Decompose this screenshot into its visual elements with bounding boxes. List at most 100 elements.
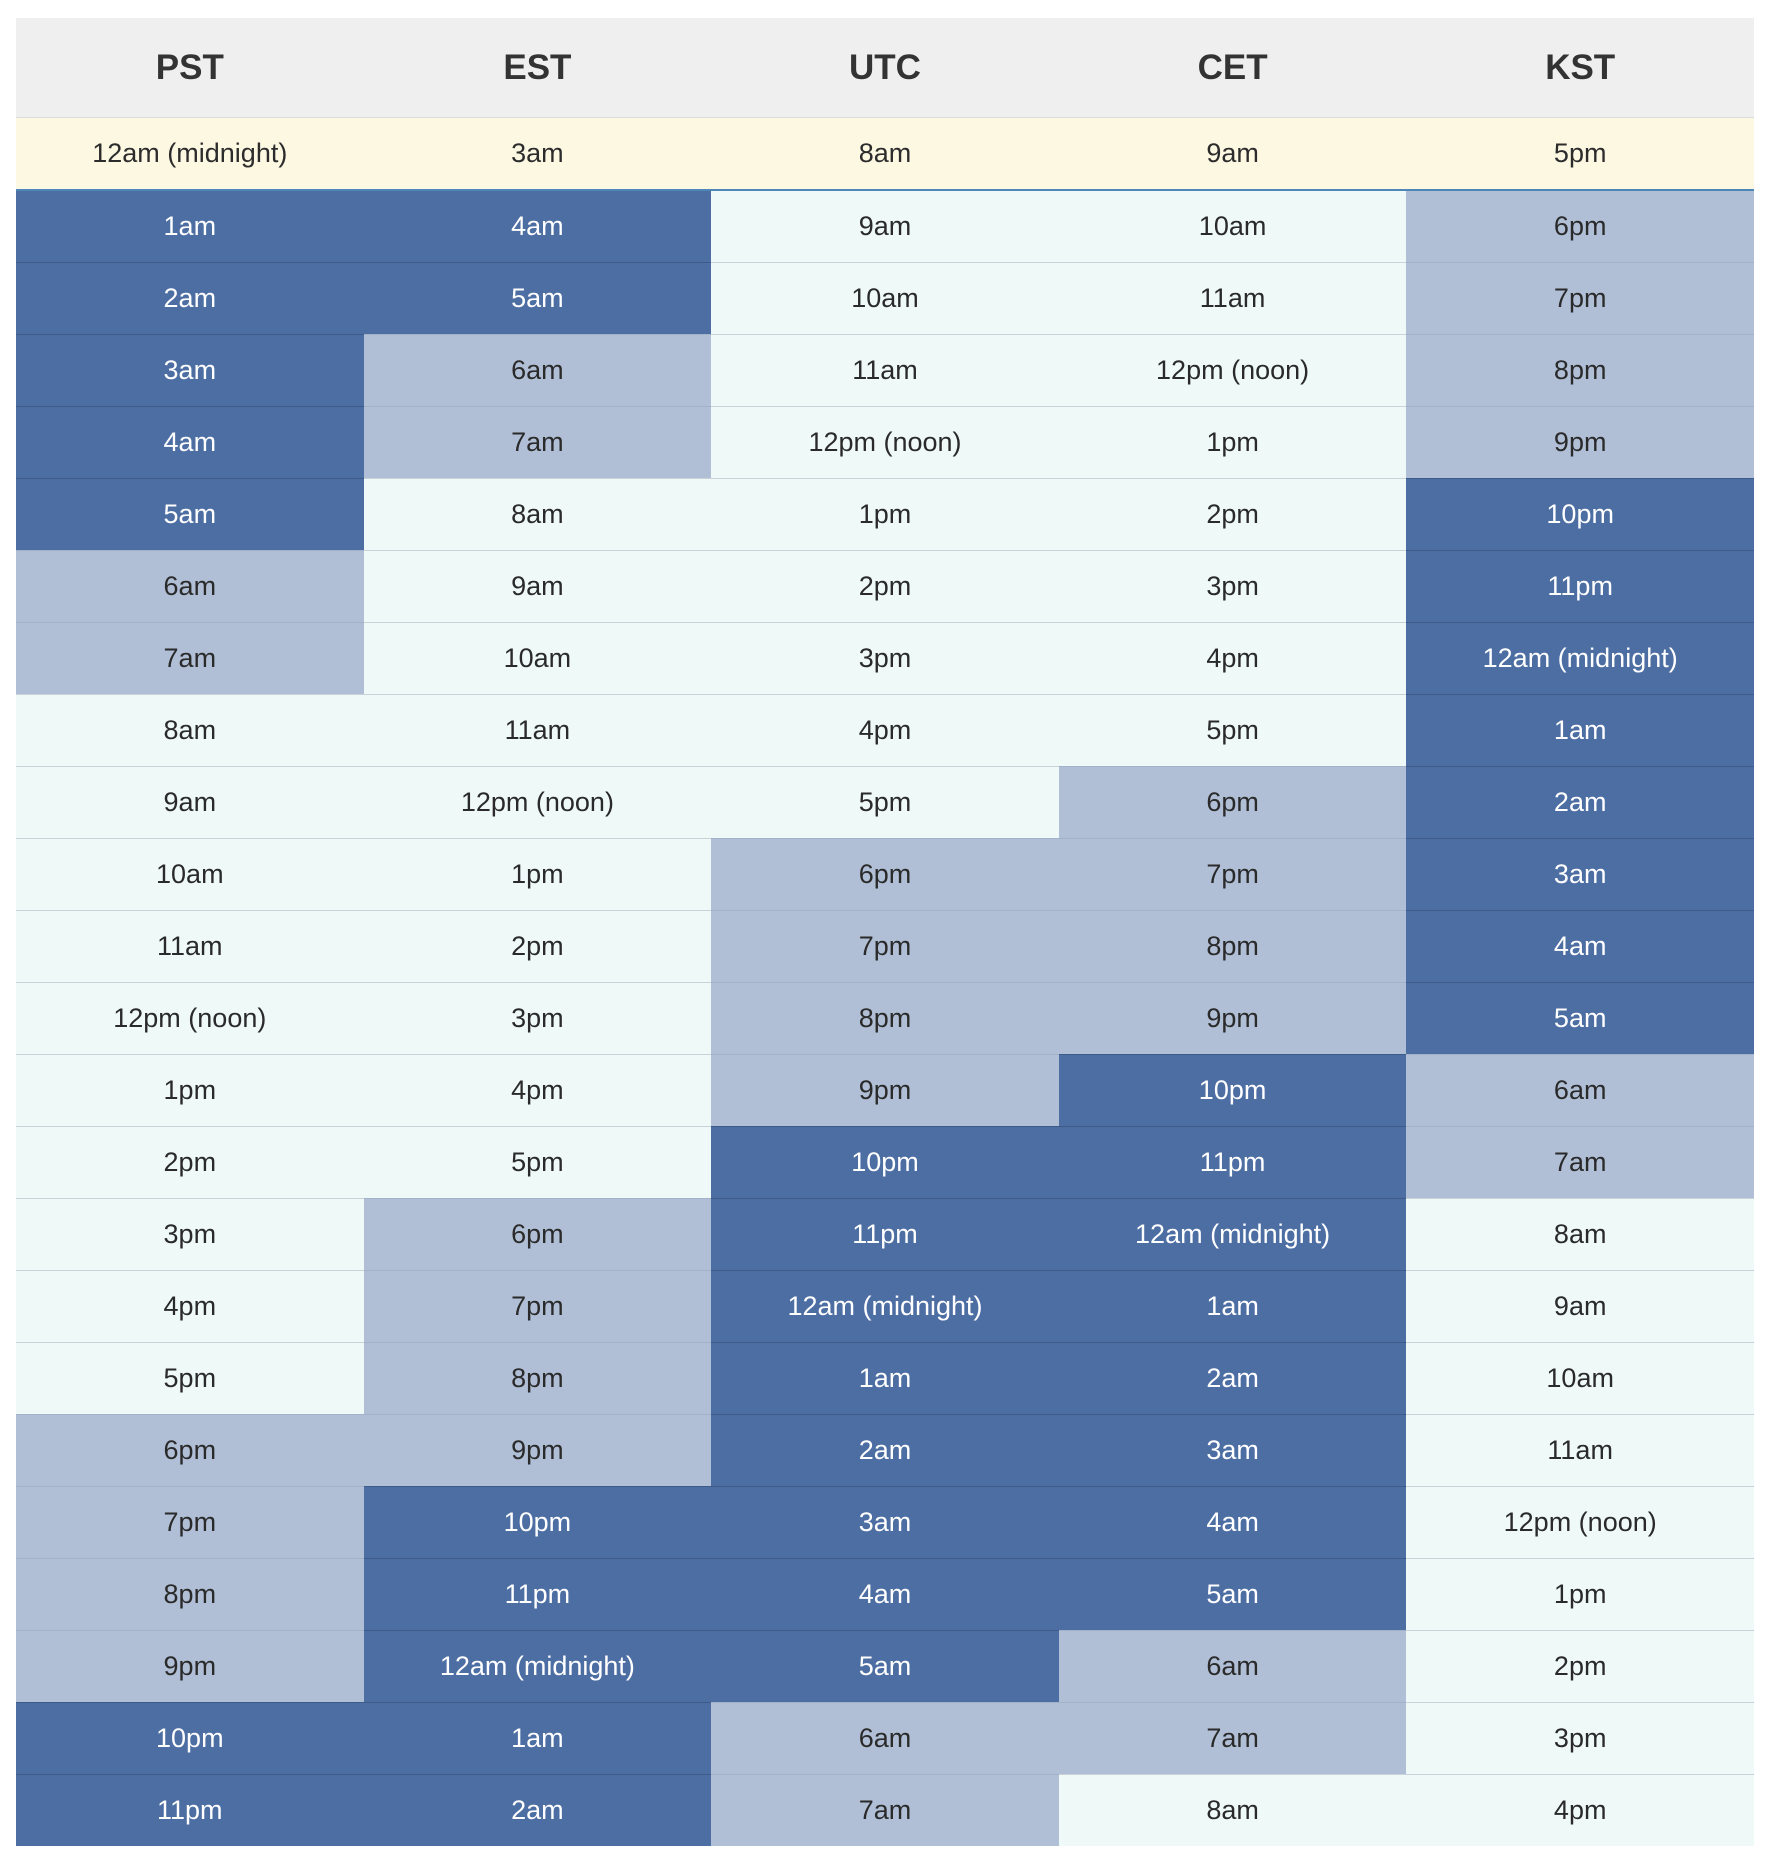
time-cell-cet: 10pm (1058, 1054, 1407, 1127)
time-cell-kst: 10pm (1406, 478, 1754, 551)
time-cell-est: 1am (363, 1702, 712, 1775)
time-cell-utc: 8am (711, 117, 1059, 191)
time-cell-kst: 2am (1406, 766, 1754, 839)
table-row: 3pm 6pm 11pm 12am (midnight) 8am (16, 1198, 1754, 1271)
time-cell-kst: 5pm (1406, 117, 1754, 191)
time-cell-est: 11am (363, 694, 712, 767)
time-cell-cet: 9pm (1058, 982, 1407, 1055)
time-cell-est: 4pm (363, 1054, 712, 1127)
table-row: 12am (midnight) 3am 8am 9am 5pm (16, 117, 1754, 191)
time-cell-kst: 3am (1406, 838, 1754, 911)
time-cell-utc: 8pm (711, 982, 1059, 1055)
time-cell-cet: 2am (1058, 1342, 1407, 1415)
table-row: 10pm 1am 6am 7am 3pm (16, 1702, 1754, 1775)
time-cell-cet: 11pm (1058, 1126, 1407, 1199)
table-row: 2pm 5pm 10pm 11pm 7am (16, 1126, 1754, 1199)
time-cell-utc: 2pm (711, 550, 1059, 623)
time-cell-kst: 11pm (1406, 550, 1754, 623)
time-cell-cet: 7pm (1058, 838, 1407, 911)
time-cell-est: 8am (363, 478, 712, 551)
time-cell-est: 4am (363, 189, 712, 263)
time-cell-kst: 9pm (1406, 406, 1754, 479)
time-cell-kst: 12pm (noon) (1406, 1486, 1754, 1559)
time-cell-kst: 1am (1406, 694, 1754, 767)
column-header-kst: KST (1406, 18, 1754, 118)
time-cell-utc: 12am (midnight) (711, 1270, 1059, 1343)
table-row: 4am 7am 12pm (noon) 1pm 9pm (16, 406, 1754, 479)
column-header-pst: PST (16, 18, 364, 118)
time-cell-cet: 6am (1058, 1630, 1407, 1703)
time-cell-est: 9pm (363, 1414, 712, 1487)
time-cell-pst: 3am (16, 334, 364, 407)
table-row: 11pm 2am 7am 8am 4pm (16, 1774, 1754, 1846)
time-cell-utc: 11pm (711, 1198, 1059, 1271)
time-cell-cet: 12pm (noon) (1058, 334, 1407, 407)
time-cell-pst: 6am (16, 550, 364, 623)
time-cell-kst: 7pm (1406, 262, 1754, 335)
table-row: 2am 5am 10am 11am 7pm (16, 262, 1754, 335)
time-cell-kst: 2pm (1406, 1630, 1754, 1703)
time-cell-pst: 5am (16, 478, 364, 551)
time-cell-est: 3am (363, 117, 712, 191)
time-cell-kst: 8pm (1406, 334, 1754, 407)
time-cell-cet: 1am (1058, 1270, 1407, 1343)
time-cell-utc: 9pm (711, 1054, 1059, 1127)
time-cell-kst: 10am (1406, 1342, 1754, 1415)
time-cell-kst: 7am (1406, 1126, 1754, 1199)
table-row: 1pm 4pm 9pm 10pm 6am (16, 1054, 1754, 1127)
table-row: 7am 10am 3pm 4pm 12am (midnight) (16, 622, 1754, 695)
time-cell-est: 7am (363, 406, 712, 479)
table-row: 5pm 8pm 1am 2am 10am (16, 1342, 1754, 1415)
time-cell-pst: 5pm (16, 1342, 364, 1415)
table-row: 11am 2pm 7pm 8pm 4am (16, 910, 1754, 983)
table-row: 12pm (noon) 3pm 8pm 9pm 5am (16, 982, 1754, 1055)
time-cell-cet: 5pm (1058, 694, 1407, 767)
table-row: 4pm 7pm 12am (midnight) 1am 9am (16, 1270, 1754, 1343)
time-cell-est: 5am (363, 262, 712, 335)
time-cell-utc: 10am (711, 262, 1059, 335)
table-header: PST EST UTC CET KST (16, 18, 1754, 118)
time-cell-kst: 6pm (1406, 189, 1754, 263)
column-header-utc: UTC (711, 18, 1059, 118)
time-cell-pst: 7am (16, 622, 364, 695)
table-row: 10am 1pm 6pm 7pm 3am (16, 838, 1754, 911)
time-cell-kst: 5am (1406, 982, 1754, 1055)
time-cell-utc: 9am (711, 189, 1059, 263)
time-cell-cet: 4am (1058, 1486, 1407, 1559)
time-cell-est: 10am (363, 622, 712, 695)
time-cell-kst: 3pm (1406, 1702, 1754, 1775)
table-row: 7pm 10pm 3am 4am 12pm (noon) (16, 1486, 1754, 1559)
table-row: 1am 4am 9am 10am 6pm (16, 189, 1754, 263)
time-cell-utc: 7pm (711, 910, 1059, 983)
time-cell-utc: 3am (711, 1486, 1059, 1559)
time-cell-pst: 6pm (16, 1414, 364, 1487)
time-cell-pst: 8pm (16, 1558, 364, 1631)
time-cell-utc: 2am (711, 1414, 1059, 1487)
time-cell-cet: 3pm (1058, 550, 1407, 623)
time-cell-utc: 4am (711, 1558, 1059, 1631)
time-cell-utc: 6am (711, 1702, 1059, 1775)
time-cell-cet: 8pm (1058, 910, 1407, 983)
table-body: 12am (midnight) 3am 8am 9am 5pm 1am 4am 9am 10am… (16, 117, 1754, 1846)
time-cell-kst: 1pm (1406, 1558, 1754, 1631)
time-cell-pst: 11pm (16, 1774, 364, 1846)
time-cell-est: 6am (363, 334, 712, 407)
time-cell-pst: 2am (16, 262, 364, 335)
time-cell-est: 5pm (363, 1126, 712, 1199)
time-cell-cet: 7am (1058, 1702, 1407, 1775)
time-cell-utc: 1am (711, 1342, 1059, 1415)
time-cell-utc: 7am (711, 1774, 1059, 1846)
time-cell-kst: 4am (1406, 910, 1754, 983)
time-cell-est: 9am (363, 550, 712, 623)
time-cell-est: 12pm (noon) (363, 766, 712, 839)
time-cell-est: 11pm (363, 1558, 712, 1631)
table-row: 5am 8am 1pm 2pm 10pm (16, 478, 1754, 551)
time-cell-est: 8pm (363, 1342, 712, 1415)
time-cell-pst: 1am (16, 189, 364, 263)
time-cell-cet: 1pm (1058, 406, 1407, 479)
time-cell-utc: 6pm (711, 838, 1059, 911)
time-cell-est: 7pm (363, 1270, 712, 1343)
time-cell-pst: 9pm (16, 1630, 364, 1703)
time-cell-est: 2am (363, 1774, 712, 1846)
time-cell-pst: 4pm (16, 1270, 364, 1343)
